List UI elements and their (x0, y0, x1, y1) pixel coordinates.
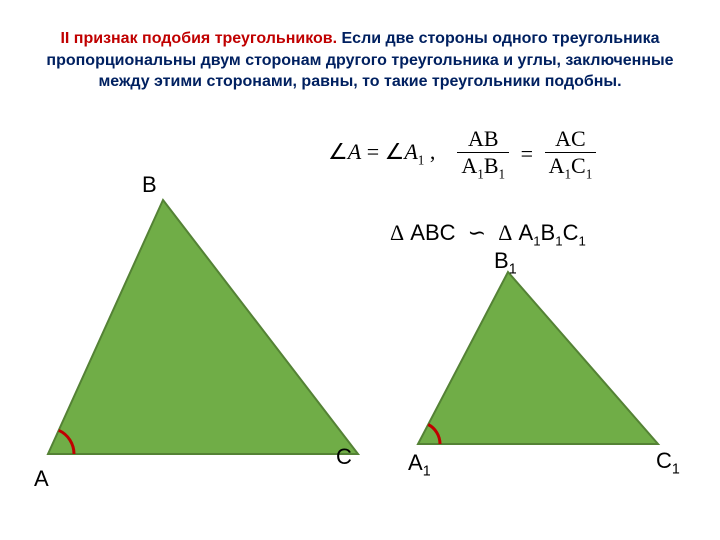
frac1-den: A1B1 (461, 153, 505, 178)
frac2-num: AC (555, 126, 586, 151)
triangle-ABC-label: ABC (410, 220, 455, 245)
triangle-ABC (38, 190, 368, 490)
equals-sign: = (521, 141, 533, 167)
vertex-C1-label: C1 (656, 448, 680, 477)
similar-icon: ∽ (468, 220, 486, 246)
vertex-A1-label: A1 (408, 450, 431, 479)
vertex-B-label: B (142, 172, 157, 198)
theorem-heading: II признак подобия треугольников. Если д… (30, 28, 690, 93)
vertex-A-label: A (34, 466, 49, 492)
vertex-C-label: C (336, 444, 352, 470)
triangle-A1B1C1-shape (418, 272, 658, 444)
heading-title: II признак подобия треугольников. (60, 30, 337, 47)
angle-A: A (348, 139, 361, 164)
vertex-B1-label: B1 (494, 248, 517, 277)
triangle-A1B1C1-label: A1B1C1 (519, 220, 586, 245)
triangle-ABC-shape (48, 200, 358, 454)
angle-A1-sub: 1 (418, 153, 425, 168)
frac2-den: A1C1 (549, 153, 593, 178)
frac1-num: AB (468, 126, 499, 151)
similarity-condition-formula: ∠A = ∠A1 , AB A1B1 = AC A1C1 (328, 128, 596, 181)
angle-A1: A (404, 139, 417, 164)
ratio-AC: AC A1C1 (545, 128, 597, 181)
angle-equality: ∠A = ∠A1 , (328, 139, 441, 164)
delta-1: Δ (390, 220, 404, 245)
ratio-AB: AB A1B1 (457, 128, 509, 181)
triangle-A1B1C1 (408, 262, 668, 462)
delta-2: Δ (498, 220, 512, 245)
similarity-statement: Δ ABC ∽ Δ A1B1C1 (390, 220, 586, 248)
